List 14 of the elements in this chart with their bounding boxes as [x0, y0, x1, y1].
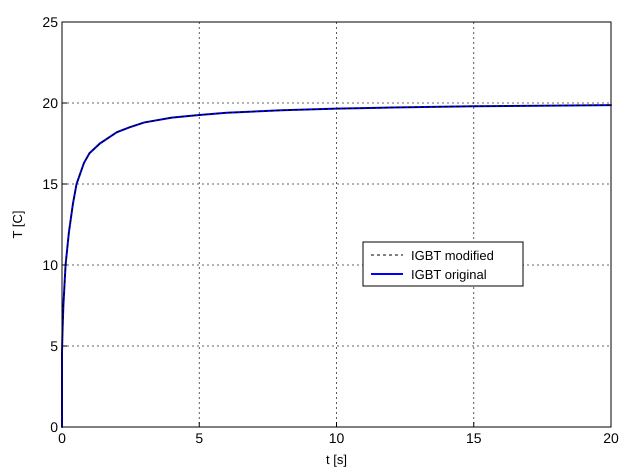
y-tick-label: 20	[42, 95, 58, 111]
y-tick-label: 5	[50, 338, 58, 354]
x-axis-title: t [s]	[326, 452, 347, 467]
y-axis-title: T [C]	[10, 210, 25, 238]
y-tick-label: 15	[42, 176, 58, 192]
y-tick-label: 0	[50, 419, 58, 435]
x-tick-label: 10	[328, 430, 344, 446]
x-tick-label: 20	[603, 430, 619, 446]
y-tick-label: 10	[42, 257, 58, 273]
legend-label: IGBT original	[411, 267, 487, 282]
y-tick-label: 25	[42, 14, 58, 30]
x-tick-label: 15	[466, 430, 482, 446]
x-tick-label: 5	[195, 430, 204, 446]
legend-label: IGBT modified	[411, 248, 494, 263]
